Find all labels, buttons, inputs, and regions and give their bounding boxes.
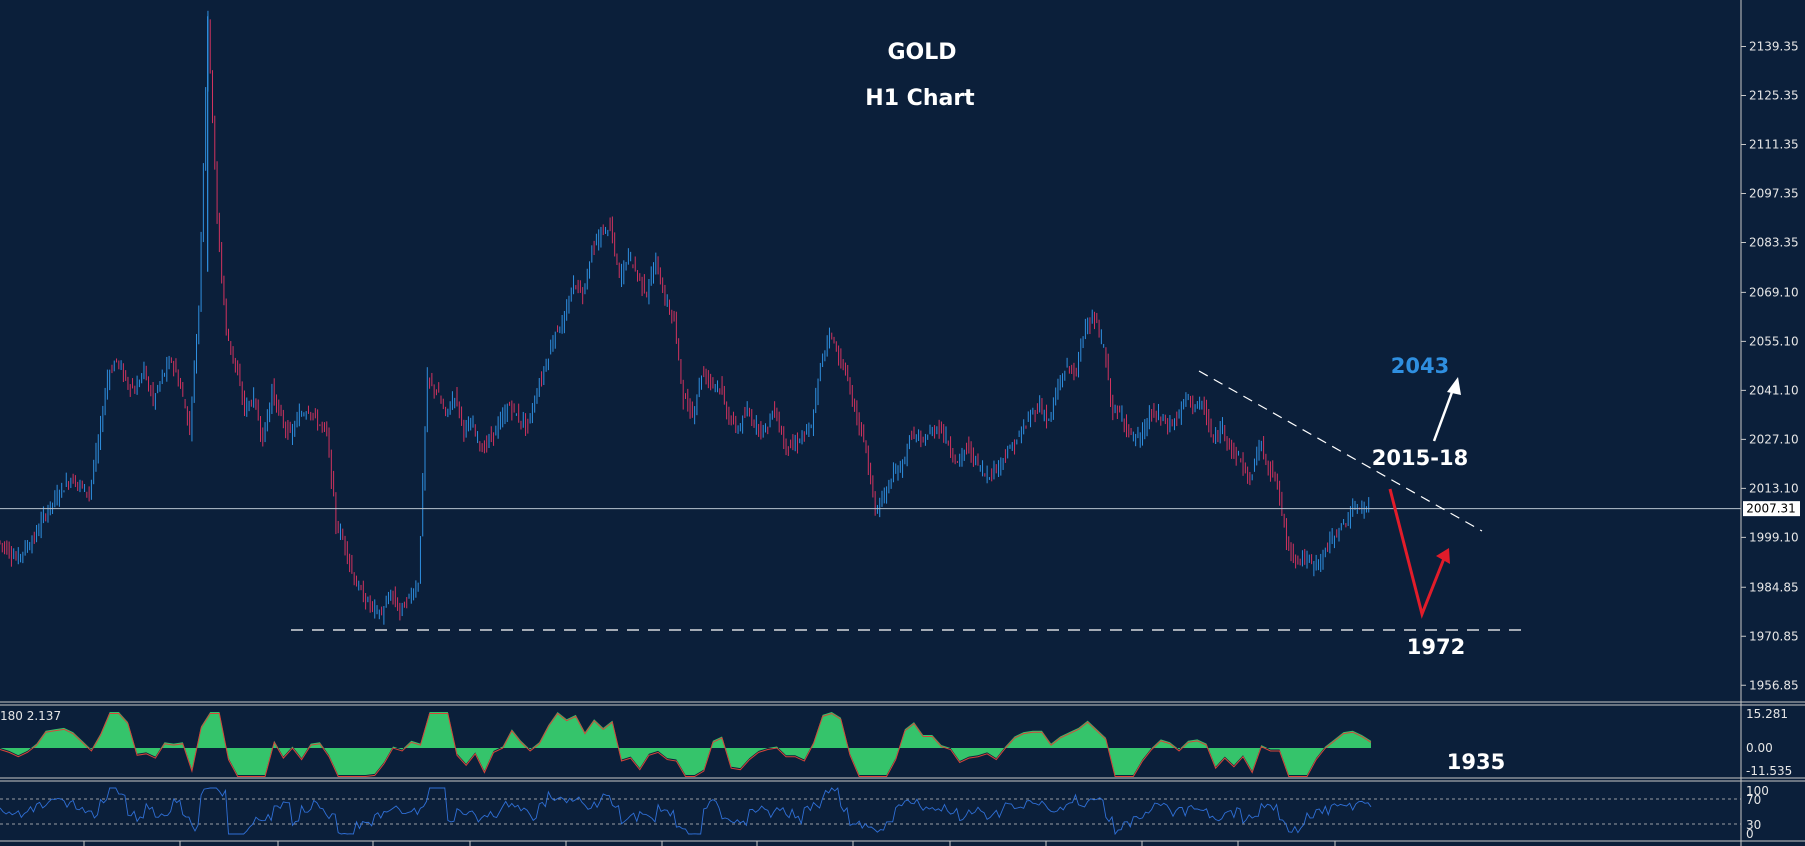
macd-tick-bottom: -11.535	[1746, 764, 1792, 778]
macd-header: 180 2.137	[0, 709, 61, 723]
rsi-tick-30: 30	[1746, 818, 1761, 832]
projection-red-arrowhead	[1436, 548, 1450, 564]
price-tick-label: 2111.35	[1749, 138, 1799, 152]
price-tick-label: 2041.10	[1749, 383, 1799, 397]
macd-tick-zero: 0.00	[1746, 741, 1773, 755]
price-tick-label: 2125.35	[1749, 89, 1799, 103]
rsi-indicator	[0, 787, 1741, 836]
target-2043-label: 2043	[1391, 354, 1449, 378]
support-1972-label: 1972	[1407, 635, 1465, 659]
price-tick-label: 2055.10	[1749, 334, 1799, 348]
macd-signal-line	[0, 712, 1372, 777]
price-tick-label: 2013.10	[1749, 481, 1799, 495]
price-tick-label: 1984.85	[1749, 580, 1799, 594]
price-tick-label: 2139.35	[1749, 40, 1799, 54]
chart-subtitle: H1 Chart	[865, 86, 975, 111]
price-tick-label: 2069.10	[1749, 285, 1799, 299]
lower-1935-label: 1935	[1447, 750, 1505, 774]
price-tick-label: 1970.85	[1749, 629, 1799, 643]
macd-histogram	[0, 712, 1371, 775]
time-axis-ticks	[83, 841, 1336, 846]
price-tick-label: 2097.35	[1749, 187, 1799, 201]
price-tick-label: 1956.85	[1749, 678, 1799, 692]
current-price-box	[1743, 501, 1800, 517]
descending-resistance-trendline	[1198, 370, 1483, 532]
projection-red-path	[1388, 488, 1447, 619]
rsi-tick-70: 70	[1746, 793, 1761, 807]
price-candles	[0, 10, 1370, 625]
rsi-tick-100: 100	[1746, 784, 1769, 798]
rsi-line	[0, 787, 1372, 836]
resistance-2015-18-label: 2015-18	[1372, 446, 1468, 470]
price-axis-ticks: 2139.35 2125.35 2111.35 2097.35 2083.35 2069.…	[1741, 40, 1799, 692]
macd-indicator	[0, 712, 1372, 777]
price-tick-label: 1999.10	[1749, 530, 1799, 544]
macd-tick-top: 15.281	[1746, 707, 1788, 721]
projection-white-arrow-line	[1432, 383, 1457, 442]
rsi-tick-0: 0	[1746, 827, 1754, 841]
price-tick-label: 2083.35	[1749, 236, 1799, 250]
projection-white-arrowhead	[1447, 377, 1461, 395]
current-price-label: 2007.31	[1746, 502, 1796, 516]
price-tick-label: 2027.10	[1749, 432, 1799, 446]
chart-title: GOLD	[887, 40, 956, 65]
